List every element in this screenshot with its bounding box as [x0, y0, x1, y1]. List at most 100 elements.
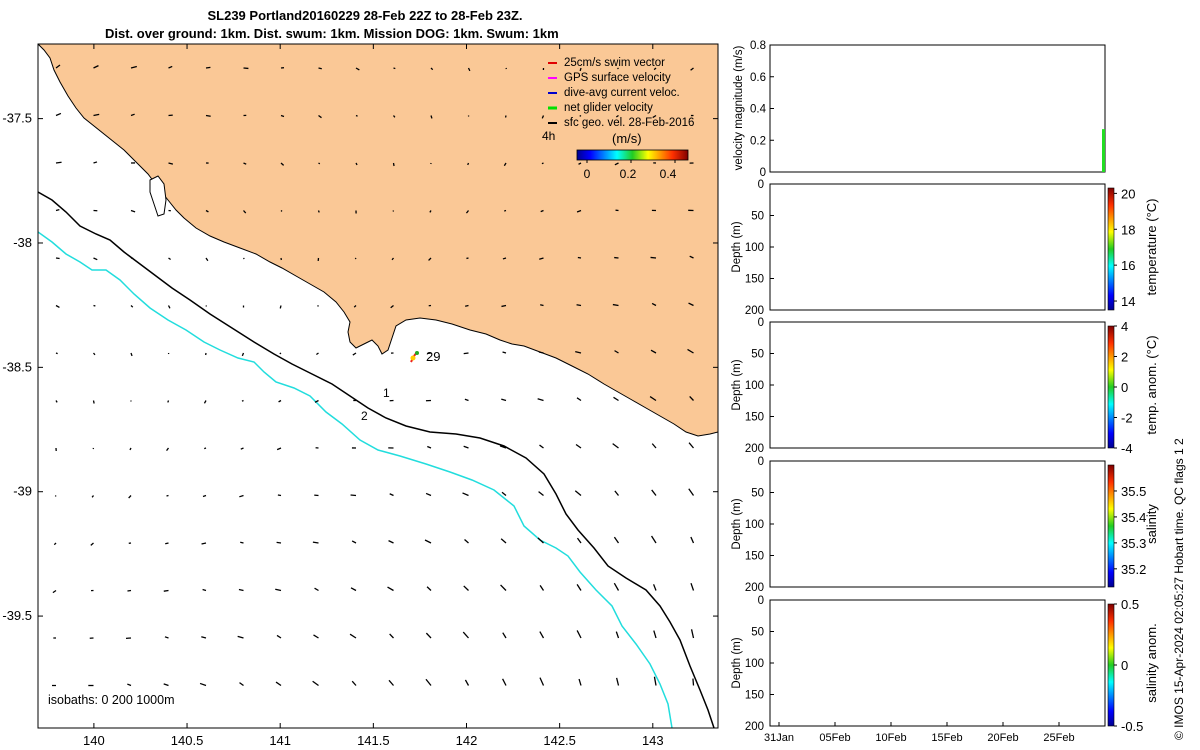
vector-arrow — [650, 349, 657, 354]
vector-arrow — [501, 398, 507, 402]
depth-tick-label: 100 — [745, 519, 764, 531]
vector-arrow — [690, 536, 695, 544]
vector-arrow — [279, 305, 282, 309]
vector-arrow — [393, 67, 396, 70]
lat-tick-label: -39 — [13, 484, 32, 499]
vector-arrow — [92, 352, 96, 356]
vector-arrow — [242, 257, 245, 260]
velocity-yticks: 0.8 0.6 0.4 0.2 0 — [750, 40, 774, 179]
vector-arrow — [55, 112, 62, 117]
vector-arrow — [463, 585, 469, 591]
vector-arrow — [204, 447, 207, 450]
depth-tick-label: 50 — [751, 349, 764, 361]
lat-tick-label: -39.5 — [2, 608, 32, 623]
vector-arrow — [166, 447, 170, 452]
vector-arrow — [355, 162, 358, 166]
vector-arrow — [574, 490, 582, 497]
vector-arrow — [279, 352, 282, 355]
vector-arrow — [352, 352, 357, 356]
vector-arrow — [168, 257, 171, 261]
vector-arrow — [500, 584, 507, 591]
vector-arrow — [205, 114, 211, 117]
depth-frame — [769, 599, 1106, 727]
vector-arrow — [614, 490, 620, 496]
map-legend: 25cm/s swim vector GPS surface velocity … — [542, 57, 694, 181]
vector-arrow — [128, 495, 132, 499]
vector-arrow — [499, 445, 507, 449]
vector-arrow — [651, 443, 657, 449]
vector-arrow — [425, 678, 432, 686]
depth-tick-label: 150 — [745, 274, 764, 286]
vector-arrow — [130, 305, 134, 308]
vector-arrow — [502, 351, 507, 354]
vector-arrow — [541, 162, 544, 165]
vector-arrow — [690, 582, 695, 591]
vector-arrow — [318, 162, 321, 165]
velocity-bar — [1102, 129, 1105, 172]
vector-arrow — [388, 540, 394, 544]
vector-arrow — [427, 445, 432, 449]
cb-label: temperature (°C) — [1144, 199, 1159, 296]
cb-tick-label: 2 — [1121, 350, 1128, 365]
vector-arrow — [203, 400, 207, 404]
vector-arrow — [52, 589, 57, 594]
depth-panel-3: 0 50 100 150 200 Depth (m) 35.5 35.4 35.3 35.2 sal… — [731, 456, 1159, 594]
vector-arrow — [201, 542, 207, 545]
vector-arrow — [577, 256, 582, 259]
speed-colorbar — [576, 149, 689, 161]
cb-label: temp. anom. (°C) — [1144, 335, 1159, 434]
vector-arrow — [652, 114, 657, 119]
vector-arrow — [539, 444, 544, 449]
vector-arrow — [353, 305, 357, 308]
vector-arrow — [55, 352, 58, 355]
vector-arrow — [578, 162, 582, 165]
vector-arrow — [462, 492, 469, 497]
vector-arrow — [240, 447, 244, 450]
vector-arrow — [575, 443, 582, 449]
vector-arrow — [614, 162, 619, 166]
depth-colorbar — [1107, 464, 1115, 588]
vector-arrow — [462, 631, 469, 639]
glider-start-marker — [415, 351, 419, 355]
depth-frame — [769, 460, 1106, 588]
vector-arrow — [317, 210, 320, 213]
vector-arrow — [538, 491, 544, 497]
vector-arrow — [429, 210, 432, 213]
duration-label: 4h — [542, 129, 555, 143]
depth-tick-label: 200 — [745, 443, 764, 455]
vector-arrow — [316, 352, 319, 356]
vector-arrow — [653, 67, 657, 71]
vector-arrow — [387, 586, 394, 592]
vector-arrow — [351, 540, 357, 544]
figure-title-line1: SL239 Portland20160229 28-Feb 22Z to 28-… — [207, 8, 523, 23]
map-lat-ticks: -37.5 -38 -38.5 -39 -39.5 — [2, 111, 718, 623]
isobath-1000m — [38, 231, 673, 728]
vector-arrow — [240, 541, 244, 544]
vector-arrow — [690, 67, 694, 71]
vector-arrow — [127, 589, 132, 592]
vector-arrow — [576, 304, 582, 307]
vector-arrow — [501, 491, 507, 497]
legend-sfc: sfc geo. vel. 28-Feb-2016 — [564, 117, 694, 129]
isobath-200m — [38, 191, 715, 728]
depth-tick-label: 50 — [751, 488, 764, 500]
depth-ylabel: Depth (m) — [731, 498, 743, 549]
vector-arrow — [239, 494, 244, 498]
depth-tick-label: 100 — [745, 242, 764, 254]
vector-arrow — [167, 305, 171, 309]
vector-arrow — [388, 679, 394, 686]
vector-arrow — [688, 442, 694, 449]
cb-tick-label: 4 — [1121, 319, 1128, 334]
vector-arrow — [501, 304, 507, 308]
vector-arrow — [539, 631, 545, 639]
vector-arrow — [424, 539, 432, 544]
time-axis: 31Jan 05Feb 10Feb 15Feb 20Feb 25Feb — [764, 722, 1075, 744]
land-mass — [38, 44, 718, 437]
depth-frame — [769, 183, 1106, 311]
vector-arrow — [93, 65, 99, 69]
time-tick-label: 05Feb — [819, 732, 850, 744]
vector-arrow — [576, 209, 582, 213]
vector-arrow — [389, 493, 394, 497]
vector-arrow — [612, 303, 619, 307]
vector-arrow — [579, 67, 582, 72]
